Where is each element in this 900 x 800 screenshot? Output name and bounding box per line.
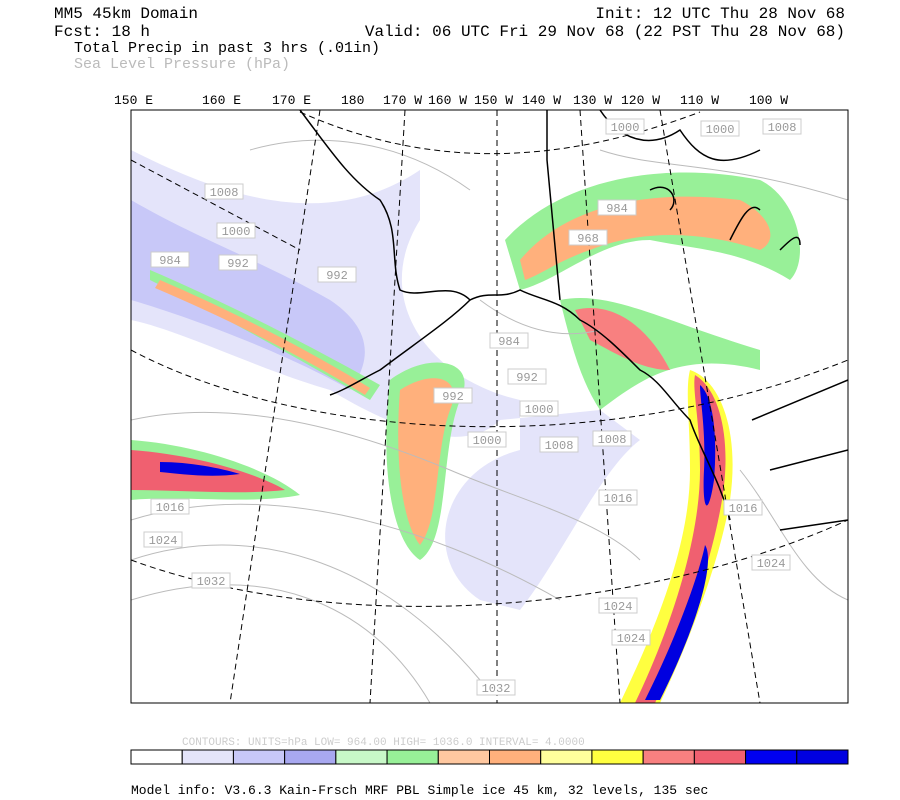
color-swatch	[745, 749, 798, 765]
field-title: Total Precip in past 3 hrs (.01in)	[74, 40, 380, 57]
contour-label-box	[700, 120, 740, 137]
contour-label-box	[507, 368, 547, 385]
contour-label-box	[598, 489, 638, 506]
contour-label: 1008	[210, 186, 239, 200]
contour-label: 1032	[482, 682, 511, 696]
contour-label: 992	[516, 371, 538, 385]
longitude-label: 100 W	[749, 93, 788, 108]
longitude-label: 180	[341, 93, 364, 108]
forecast: Fcst: 18 h	[54, 23, 150, 41]
contour-label-box	[216, 222, 256, 239]
contour-label: 1024	[757, 557, 786, 571]
init-time: Init: 12 UTC Thu 28 Nov 68	[595, 5, 845, 23]
color-swatch	[591, 749, 644, 765]
contour-label-box	[723, 499, 763, 516]
contour-label-box	[204, 183, 244, 200]
color-swatch	[489, 749, 542, 765]
contour-label: 984	[159, 254, 181, 268]
color-swatch	[642, 749, 695, 765]
contour-label: 1000	[525, 403, 554, 417]
contour-label: 984	[498, 335, 520, 349]
color-swatch	[284, 749, 337, 765]
contour-label-box	[751, 554, 791, 571]
contour-label: 992	[442, 390, 464, 404]
longitude-label: 150 W	[474, 93, 513, 108]
color-swatch	[386, 749, 439, 765]
map	[130, 109, 849, 704]
longitude-label: 120 W	[621, 93, 660, 108]
color-swatch	[232, 749, 286, 765]
longitude-label: 110 W	[680, 93, 719, 108]
contour-label: 1032	[197, 575, 226, 589]
contour-label-box	[150, 251, 190, 268]
contour-label: 1016	[729, 502, 758, 516]
color-swatch	[693, 749, 747, 765]
contour-label-box	[592, 430, 632, 447]
contour-label-box	[605, 118, 645, 135]
field-title: Sea Level Pressure (hPa)	[74, 56, 290, 73]
longitude-label: 160 W	[428, 93, 467, 108]
contour-label: 1024	[617, 632, 646, 646]
contour-label: 992	[227, 257, 249, 271]
contour-label: 1008	[545, 439, 574, 453]
contour-label-box	[598, 597, 638, 614]
contour-label: 968	[577, 232, 599, 246]
domain: MM5 45km Domain	[54, 5, 198, 23]
contour-label-box	[539, 436, 579, 453]
contour-label-box	[191, 572, 231, 589]
longitude-label: 160 E	[202, 93, 241, 108]
contour-label-box	[433, 387, 473, 404]
longitude-label: 170 E	[272, 93, 311, 108]
contour-label: 984	[606, 202, 628, 216]
contour-label: 992	[326, 269, 348, 283]
color-swatch	[181, 749, 234, 765]
contour-label: 1000	[611, 121, 640, 135]
longitude-label: 130 W	[573, 93, 612, 108]
color-swatch	[130, 749, 183, 765]
contour-label: 1016	[156, 501, 185, 515]
contour-label-box	[218, 254, 258, 271]
contour-label: 1000	[473, 434, 502, 448]
contour-info: CONTOURS: UNITS=hPa LOW= 964.00 HIGH= 10…	[182, 737, 585, 749]
contour-label: 1024	[149, 534, 178, 548]
color-swatch	[335, 749, 388, 765]
longitude-label: 140 W	[522, 93, 561, 108]
contour-label-box	[519, 400, 559, 417]
color-swatch	[540, 749, 593, 765]
contour-label-box	[611, 629, 651, 646]
contour-label: 1024	[604, 600, 633, 614]
contour-label-box	[762, 118, 802, 135]
contour-label-box	[143, 531, 183, 548]
contour-label-box	[489, 332, 529, 349]
longitude-label: 150 E	[114, 93, 153, 108]
valid-time: Valid: 06 UTC Fri 29 Nov 68 (22 PST Thu …	[365, 23, 845, 41]
contour-label: 1000	[706, 123, 735, 137]
contour-label: 1008	[768, 121, 797, 135]
contour-label-box	[317, 266, 357, 283]
contour-label-box	[568, 229, 608, 246]
contour-label: 1000	[222, 225, 251, 239]
contour-label-box	[467, 431, 507, 448]
contour-label-box	[597, 199, 637, 216]
longitude-label: 170 W	[383, 93, 422, 108]
model-info: Model info: V3.6.3 Kain-Frsch MRF PBL Si…	[131, 783, 708, 798]
color-swatch	[796, 749, 849, 765]
contour-label: 1008	[598, 433, 627, 447]
color-swatch	[437, 749, 490, 765]
contour-label: 1016	[604, 492, 633, 506]
contour-label-box	[150, 498, 190, 515]
contour-label-box	[476, 679, 516, 696]
